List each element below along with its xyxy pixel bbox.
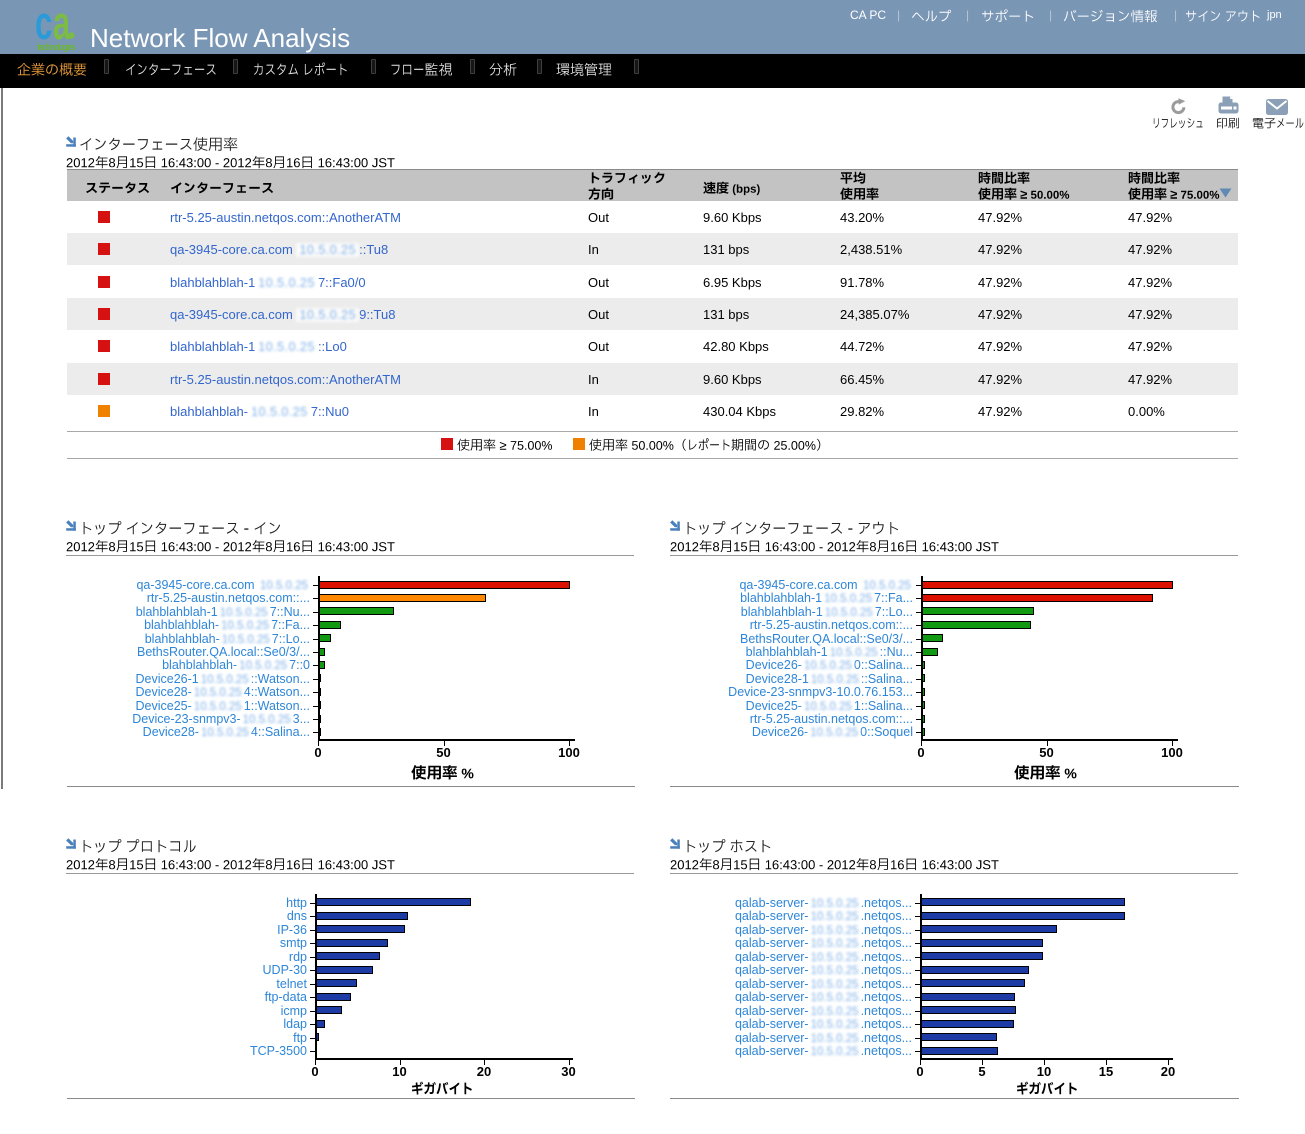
svg-text:c: c [35,5,52,50]
svg-text:a: a [53,5,71,50]
svg-text:technologies: technologies [37,42,76,52]
